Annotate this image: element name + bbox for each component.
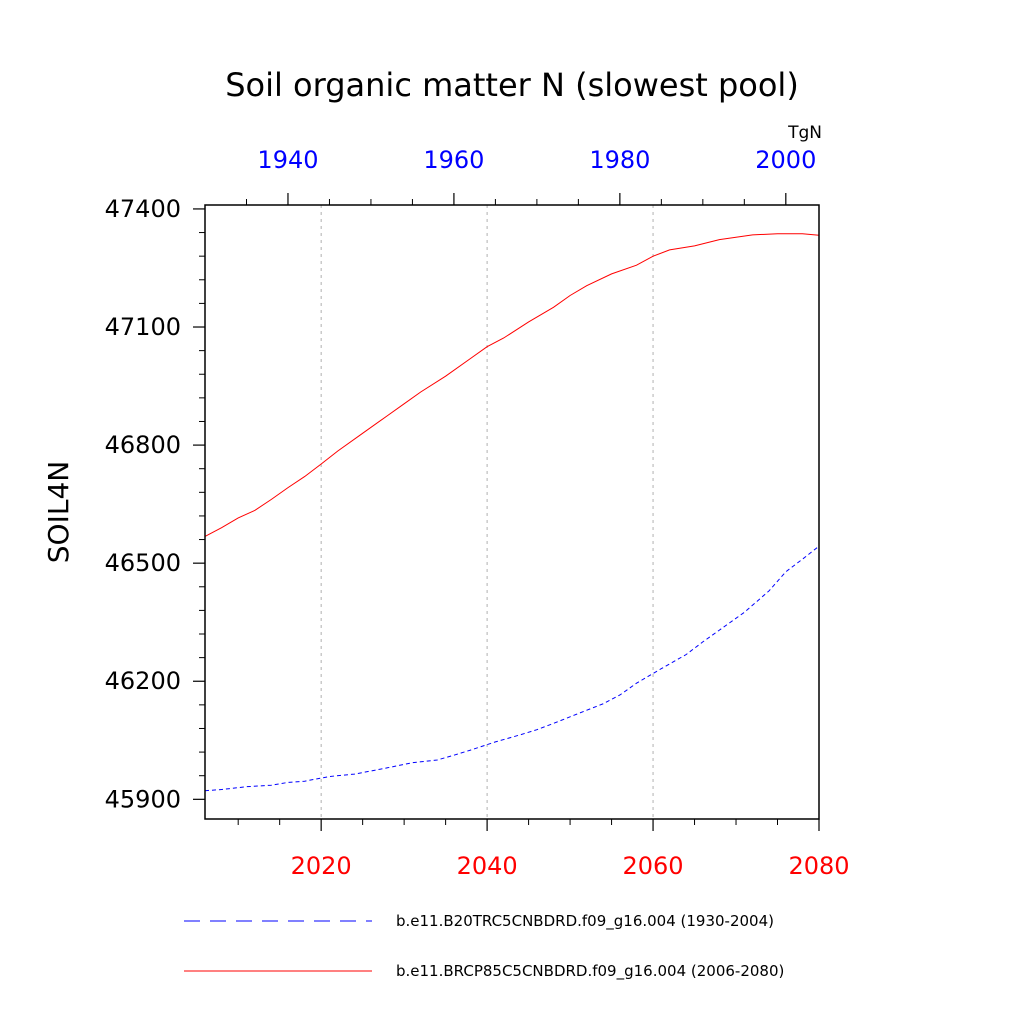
legend: b.e11.B20TRC5CNBDRD.f09_g16.004 (1930-20… bbox=[184, 912, 784, 981]
y-tick-label: 46500 bbox=[105, 549, 181, 577]
series-line-rcp85 bbox=[204, 233, 820, 537]
y-tick-label: 45900 bbox=[105, 785, 181, 813]
x-top-tick-label: 2000 bbox=[755, 146, 816, 174]
series-group bbox=[204, 233, 820, 792]
x-bottom-tick-label: 2080 bbox=[788, 852, 849, 880]
chart-title: Soil organic matter N (slowest pool) bbox=[225, 66, 799, 104]
x-top-tick-label: 1980 bbox=[589, 146, 650, 174]
x-bottom-tick-label: 2040 bbox=[457, 852, 518, 880]
series-line-historical bbox=[204, 545, 820, 792]
grid-lines bbox=[320, 205, 654, 819]
y-tick-label: 46200 bbox=[105, 667, 181, 695]
y-tick-label: 47400 bbox=[105, 195, 181, 223]
axis-ticks bbox=[193, 193, 820, 831]
x-bottom-tick-label: 2060 bbox=[623, 852, 684, 880]
x-bottom-tick-label: 2020 bbox=[291, 852, 352, 880]
tick-labels: 45900 46200 46500 46800 47100 47400 2020 2040 20… bbox=[105, 146, 850, 880]
x-top-tick-label: 1960 bbox=[423, 146, 484, 174]
y-tick-label: 47100 bbox=[105, 313, 181, 341]
x-top-tick-label: 1940 bbox=[257, 146, 318, 174]
y-tick-label: 46800 bbox=[105, 431, 181, 459]
y-axis-label: SOIL4N bbox=[42, 461, 75, 563]
legend-label-rcp85: b.e11.BRCP85C5CNBDRD.f09_g16.004 (2006-2… bbox=[396, 962, 784, 981]
units-label: TgN bbox=[787, 123, 822, 143]
plot-frame bbox=[204, 204, 820, 820]
legend-label-historical: b.e11.B20TRC5CNBDRD.f09_g16.004 (1930-20… bbox=[396, 912, 774, 931]
